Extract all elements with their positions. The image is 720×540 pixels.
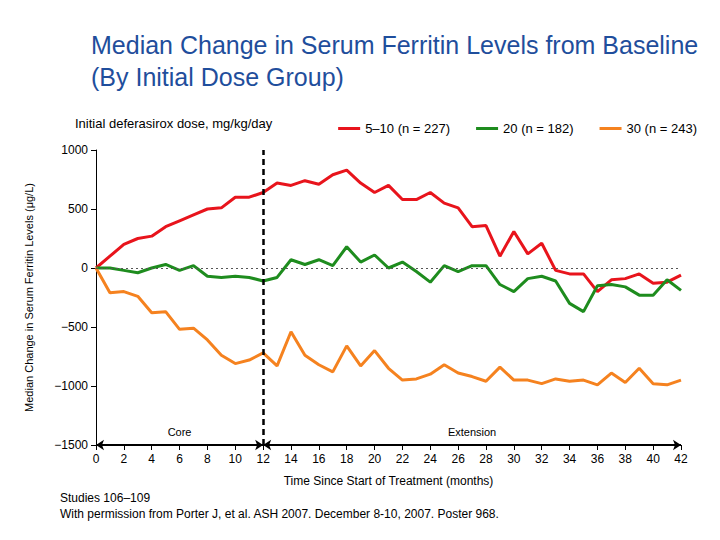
svg-text:36: 36 — [591, 452, 605, 466]
svg-text:500: 500 — [68, 202, 88, 216]
svg-text:14: 14 — [284, 452, 298, 466]
svg-text:28: 28 — [479, 452, 493, 466]
svg-text:20: 20 — [368, 452, 382, 466]
svg-text:Extension: Extension — [448, 426, 496, 438]
svg-text:Time Since Start of Treatment: Time Since Start of Treatment (months) — [284, 474, 494, 488]
svg-text:40: 40 — [646, 452, 660, 466]
svg-text:−500: −500 — [61, 320, 88, 334]
svg-text:Studies 106–109: Studies 106–109 — [60, 491, 150, 505]
svg-text:20 (n = 182): 20 (n = 182) — [503, 121, 573, 136]
svg-text:32: 32 — [535, 452, 549, 466]
svg-text:30 (n = 243): 30 (n = 243) — [627, 121, 697, 136]
svg-text:0: 0 — [81, 261, 88, 275]
svg-text:26: 26 — [451, 452, 465, 466]
svg-text:12: 12 — [256, 452, 270, 466]
svg-text:0: 0 — [93, 452, 100, 466]
svg-text:8: 8 — [204, 452, 211, 466]
svg-text:4: 4 — [148, 452, 155, 466]
svg-text:(By Initial Dose Group): (By Initial Dose Group) — [91, 63, 344, 91]
svg-text:−1500: −1500 — [54, 438, 88, 452]
svg-text:18: 18 — [340, 452, 354, 466]
svg-text:22: 22 — [396, 452, 410, 466]
svg-text:16: 16 — [312, 452, 326, 466]
svg-text:Initial deferasirox dose, mg/k: Initial deferasirox dose, mg/kg/day — [75, 116, 273, 131]
svg-text:10: 10 — [229, 452, 243, 466]
svg-text:24: 24 — [424, 452, 438, 466]
svg-text:30: 30 — [507, 452, 521, 466]
svg-text:With permission from Porter J,: With permission from Porter J, et al. AS… — [60, 507, 499, 521]
svg-text:Median Change in Serum Ferriti: Median Change in Serum Ferritin Levels (… — [23, 183, 35, 412]
svg-text:Core: Core — [168, 426, 192, 438]
svg-text:2: 2 — [121, 452, 128, 466]
svg-text:Median Change in Serum Ferriti: Median Change in Serum Ferritin Levels f… — [91, 31, 705, 59]
svg-text:1000: 1000 — [61, 143, 88, 157]
svg-text:34: 34 — [563, 452, 577, 466]
svg-text:6: 6 — [176, 452, 183, 466]
svg-text:38: 38 — [619, 452, 633, 466]
svg-text:42: 42 — [674, 452, 688, 466]
svg-text:−1000: −1000 — [54, 379, 88, 393]
svg-text:5–10 (n = 227): 5–10 (n = 227) — [365, 121, 450, 136]
